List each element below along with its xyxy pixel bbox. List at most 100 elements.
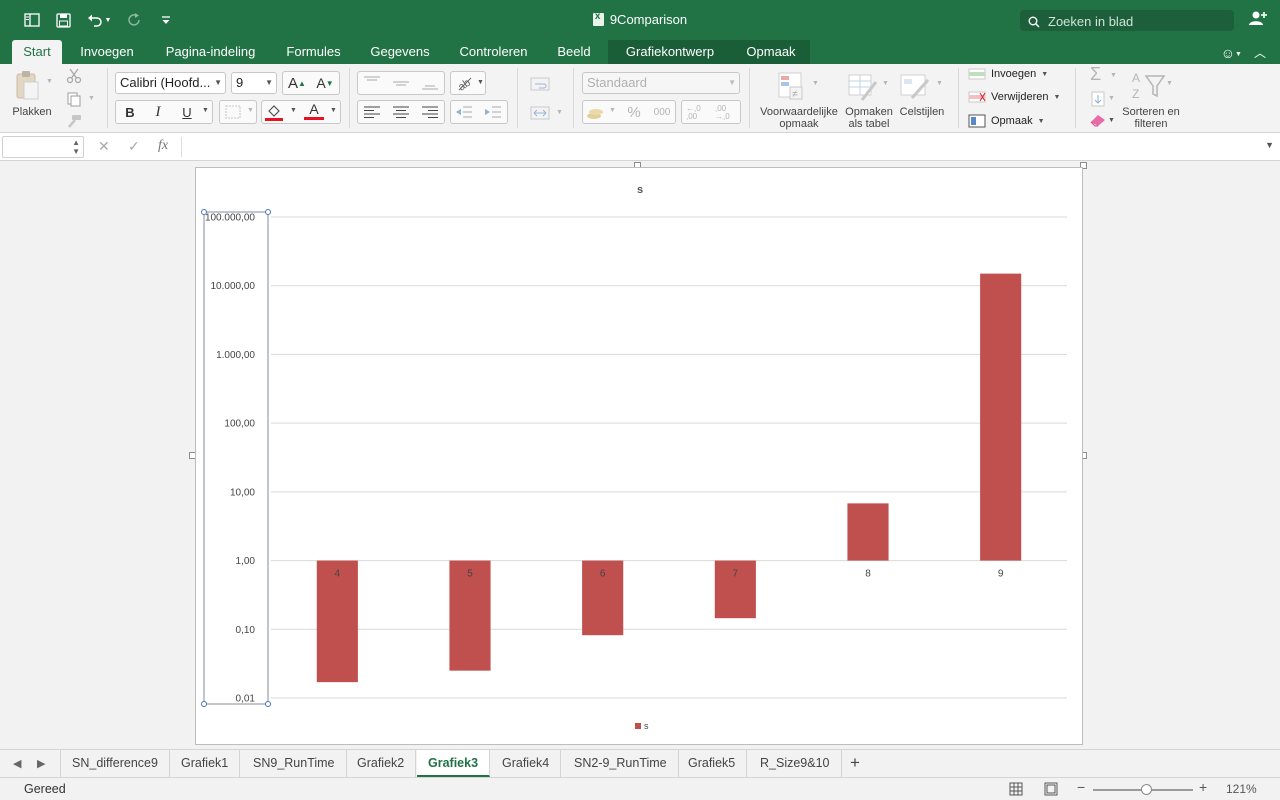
confirm-formula-icon[interactable]: ✓ — [128, 138, 140, 154]
redo-icon[interactable] — [124, 10, 146, 30]
zoom-in-icon[interactable]: + — [1199, 779, 1208, 795]
accounting-dropdown-icon[interactable]: ▼ — [609, 107, 616, 114]
delete-cells-button[interactable]: Verwijderen ▼ — [968, 91, 1060, 103]
format-as-table-dropdown-icon[interactable]: ▼ — [882, 80, 889, 87]
tab-grafiekontwerp[interactable]: Grafiekontwerp — [608, 40, 732, 64]
axis-selection-handle[interactable] — [201, 209, 207, 215]
sheet-tab-sn-difference9[interactable]: SN_difference9 — [61, 750, 170, 777]
axis-selection-handle[interactable] — [201, 701, 207, 707]
previous-sheet-icon[interactable]: ◀ — [13, 758, 22, 770]
share-person-icon[interactable] — [1248, 10, 1270, 30]
page-layout-view-icon[interactable] — [1044, 782, 1058, 799]
sheet-tab-sn2-9-runtime[interactable]: SN2-9_RunTime — [563, 750, 679, 777]
clear-dropdown-icon[interactable]: ▼ — [1108, 117, 1115, 124]
sheet-tab-sn9-runtime[interactable]: SN9_RunTime — [242, 750, 347, 777]
align-right-icon[interactable] — [421, 106, 439, 121]
fill-dropdown-icon[interactable]: ▼ — [1108, 95, 1115, 102]
bar[interactable] — [316, 560, 358, 683]
axis-selection-handle[interactable] — [265, 209, 271, 215]
format-as-table-label[interactable]: Opmaken als tabel — [845, 106, 893, 130]
expand-formula-bar-icon[interactable]: ▼ — [1265, 140, 1274, 150]
autosum-dropdown-icon[interactable]: ▼ — [1110, 72, 1117, 79]
sheet-tab-grafiek1[interactable]: Grafiek1 — [170, 750, 241, 777]
orientation-icon[interactable]: ab — [455, 74, 475, 95]
paste-dropdown-icon[interactable]: ▼ — [46, 78, 53, 85]
sort-filter-dropdown-icon[interactable]: ▼ — [1166, 80, 1173, 87]
wrap-text-icon[interactable] — [530, 76, 550, 95]
chart-area[interactable]: s 4 5 6 7 8 9 0,01 0,10 1,00 10,00 100,00 1.000,00… — [195, 167, 1083, 745]
sheet-tab-grafiek5[interactable]: Grafiek5 — [677, 750, 748, 777]
zoom-out-icon[interactable]: − — [1077, 779, 1086, 795]
font-name-select[interactable]: Calibri (Hoofd... ▼ — [115, 72, 226, 94]
insert-cells-button[interactable]: Invoegen ▼ — [968, 68, 1048, 80]
underline-button[interactable]: U — [182, 104, 192, 120]
autosum-icon[interactable]: Σ — [1090, 64, 1102, 84]
cell-styles-dropdown-icon[interactable]: ▼ — [936, 80, 943, 87]
chart-resize-handle[interactable] — [1080, 162, 1087, 169]
feedback-smiley-icon[interactable]: ☺▼ — [1220, 44, 1242, 61]
align-left-icon[interactable] — [363, 106, 381, 121]
legend-label[interactable]: s — [644, 721, 649, 731]
format-cells-button[interactable]: Opmaak ▼ — [968, 114, 1045, 128]
font-color-button[interactable]: A — [304, 102, 324, 120]
copy-icon[interactable] — [66, 91, 82, 110]
chart-title[interactable]: s — [636, 184, 644, 196]
sort-filter-label[interactable]: Sorteren en filteren — [1122, 106, 1180, 130]
shrink-font-button[interactable]: A ▼ — [313, 72, 337, 94]
name-box[interactable]: ▲ ▼ — [2, 136, 84, 158]
chart-plot[interactable]: 4 5 6 7 8 9 0,01 0,10 1,00 10,00 100,00 1.000,00 10… — [196, 168, 1084, 746]
align-bottom-icon[interactable] — [421, 76, 439, 93]
align-center-icon[interactable] — [392, 106, 410, 121]
bar[interactable] — [449, 560, 491, 671]
tab-invoegen[interactable]: Invoegen — [80, 44, 134, 59]
bar[interactable] — [980, 273, 1022, 561]
bar[interactable] — [847, 503, 889, 561]
collapse-ribbon-icon[interactable]: ︿ — [1253, 46, 1266, 60]
orientation-dropdown-icon[interactable]: ▼ — [477, 79, 484, 86]
fill-color-dropdown-icon[interactable]: ▼ — [290, 107, 297, 114]
merge-center-icon[interactable] — [530, 106, 550, 123]
merge-dropdown-icon[interactable]: ▼ — [556, 109, 563, 116]
sheet-tab-r-size9-10[interactable]: R_Size9&10 — [749, 750, 842, 777]
conditional-formatting-dropdown-icon[interactable]: ▼ — [812, 80, 819, 87]
clear-eraser-icon[interactable] — [1089, 113, 1107, 130]
increase-decimal-icon[interactable]: ←,0,00 — [686, 104, 701, 121]
undo-icon[interactable] — [84, 10, 106, 30]
borders-icon[interactable] — [225, 105, 241, 122]
add-sheet-icon[interactable]: + — [850, 753, 860, 772]
font-color-dropdown-icon[interactable]: ▼ — [330, 107, 337, 114]
sheet-tab-grafiek3[interactable]: Grafiek3 — [417, 750, 491, 777]
align-top-icon[interactable] — [363, 76, 381, 93]
tab-gegevens[interactable]: Gegevens — [370, 44, 430, 59]
format-as-table-icon[interactable] — [848, 72, 880, 105]
tab-pagina-indeling[interactable]: Pagina-indeling — [165, 44, 256, 59]
underline-dropdown-icon[interactable]: ▼ — [202, 107, 209, 114]
function-fx-icon[interactable]: fx — [158, 138, 169, 153]
paste-button[interactable] — [13, 70, 41, 104]
customize-toolbar-icon[interactable] — [155, 10, 177, 30]
cancel-formula-icon[interactable]: ✕ — [98, 138, 110, 154]
undo-dropdown-icon[interactable]: ▼ — [104, 16, 112, 24]
axis-selection-handle[interactable] — [265, 701, 271, 707]
copy-dropdown-icon[interactable]: ▼ — [88, 95, 95, 102]
accounting-format-icon[interactable] — [586, 106, 606, 123]
italic-button[interactable]: I — [155, 103, 161, 120]
font-size-select[interactable]: 9 ▼ — [231, 72, 277, 94]
sheet-tab-grafiek2[interactable]: Grafiek2 — [346, 750, 417, 777]
zoom-slider-knob[interactable] — [1141, 784, 1152, 795]
zoom-level[interactable]: 121% — [1226, 782, 1257, 796]
decrease-decimal-icon[interactable]: ,00 →,0 — [715, 104, 730, 121]
sheet-tab-grafiek4[interactable]: Grafiek4 — [491, 750, 562, 777]
conditional-formatting-label[interactable]: Voorwaardelijke opmaak — [760, 106, 838, 130]
sidebar-toggle-icon[interactable] — [21, 10, 43, 30]
bar[interactable] — [582, 560, 624, 636]
percent-button[interactable]: % — [627, 103, 641, 121]
conditional-formatting-icon[interactable]: ≠ — [778, 72, 806, 105]
cut-icon[interactable] — [66, 68, 82, 87]
format-painter-icon[interactable] — [66, 114, 82, 131]
tab-opmaak[interactable]: Opmaak — [732, 40, 810, 64]
vertical-axis-selection[interactable] — [203, 211, 269, 705]
fill-color-icon[interactable] — [265, 103, 283, 124]
next-sheet-icon[interactable]: ▶ — [37, 758, 46, 770]
